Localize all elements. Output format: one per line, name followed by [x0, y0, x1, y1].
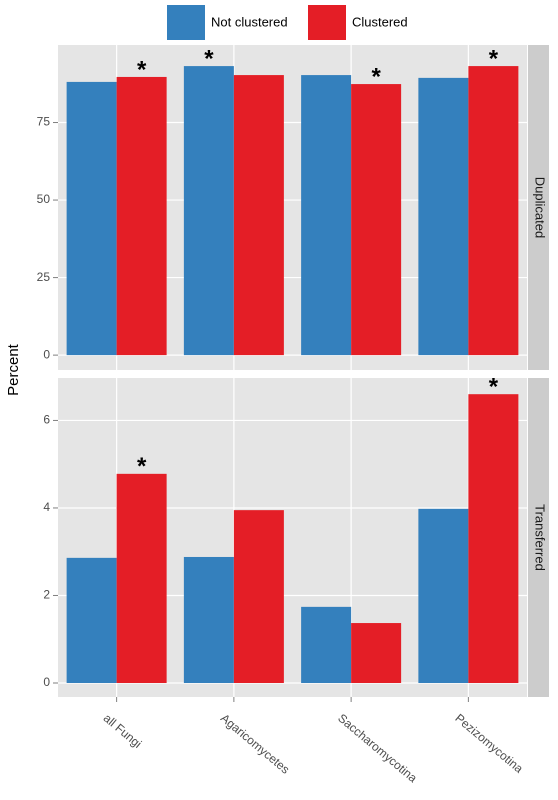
- bar: [418, 77, 469, 356]
- bar: [468, 394, 519, 683]
- bar: [233, 75, 284, 356]
- legend-label: Not clustered: [211, 14, 288, 29]
- legend-label: Clustered: [352, 14, 408, 29]
- y-tick-label: 0: [43, 675, 50, 689]
- bar: [183, 66, 234, 356]
- significance-marker: *: [371, 63, 381, 90]
- bar: [116, 473, 167, 683]
- bar: [66, 557, 117, 683]
- y-tick-label: 50: [37, 192, 51, 206]
- legend-swatch: [308, 5, 346, 40]
- y-tick-label: 4: [43, 500, 50, 514]
- y-tick-label: 6: [43, 413, 50, 427]
- bar: [116, 76, 167, 356]
- facet-label: Duplicated: [533, 177, 548, 238]
- bar: [301, 606, 352, 683]
- facet-strip: [528, 378, 549, 697]
- y-axis-label: Percent: [5, 343, 22, 396]
- significance-marker: *: [489, 374, 499, 401]
- bar: [351, 623, 402, 683]
- facet-label: Transferred: [533, 504, 548, 571]
- bar: [233, 510, 284, 683]
- significance-marker: *: [137, 453, 147, 480]
- x-tick-label: Pezizomycotina: [452, 711, 526, 776]
- significance-marker: *: [489, 45, 499, 72]
- bar: [418, 508, 469, 683]
- y-tick-label: 2: [43, 588, 50, 602]
- bar: [301, 75, 352, 356]
- y-tick-label: 25: [37, 270, 51, 284]
- x-tick-label: Agaricomycetes: [218, 711, 292, 777]
- y-tick-label: 75: [37, 115, 51, 129]
- significance-marker: *: [137, 56, 147, 83]
- significance-marker: *: [204, 45, 214, 72]
- bar: [468, 66, 519, 356]
- bar: [351, 84, 402, 356]
- x-tick-label: Saccharomycotina: [335, 711, 420, 785]
- x-tick-label: all Fungi: [101, 711, 145, 751]
- y-tick-label: 0: [43, 347, 50, 361]
- bar: [183, 556, 234, 683]
- facet-strip: [528, 45, 549, 370]
- bar: [66, 81, 117, 356]
- legend-swatch: [167, 5, 205, 40]
